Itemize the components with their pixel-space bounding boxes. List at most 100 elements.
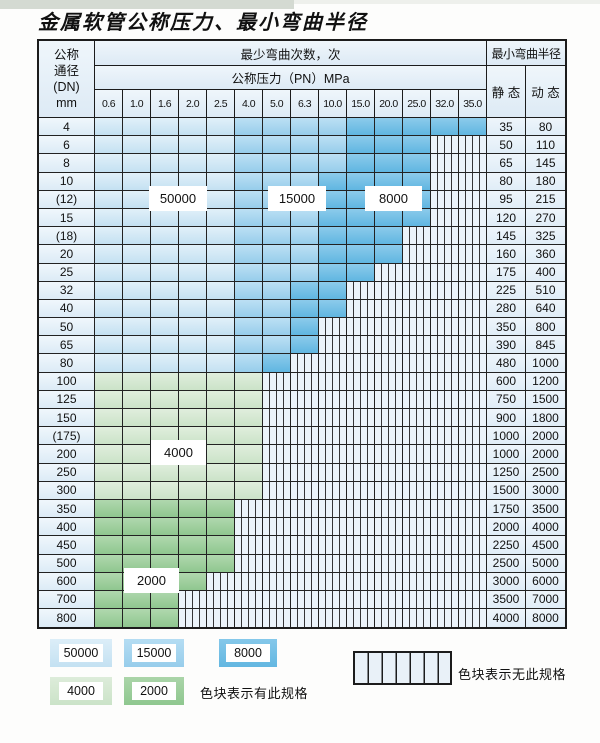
no-spec-cell — [263, 609, 291, 628]
cycle-cell — [207, 154, 235, 173]
cycle-cell — [403, 118, 431, 137]
dn-column-header: 公称 通径 (DN) mm — [39, 41, 95, 118]
cycle-cell — [207, 336, 235, 355]
pressure-col-header: 2.0 — [179, 90, 207, 118]
cycle-cell — [179, 208, 207, 228]
no-spec-cell — [403, 427, 431, 446]
no-spec-cell — [375, 554, 403, 573]
cycle-cell — [95, 299, 123, 319]
cycle-cell — [123, 590, 151, 610]
cycle-cell — [95, 245, 123, 264]
cycle-cell — [235, 227, 263, 246]
cycle-cell — [179, 299, 207, 319]
table-header: 公称 通径 (DN) mm 最少弯曲次数，次 最小弯曲半径 公称压力（PN）MP… — [39, 41, 565, 118]
cycle-cell — [123, 499, 151, 519]
cycle-cell — [319, 118, 347, 137]
dynamic-value-cell: 2000 — [526, 427, 565, 446]
no-spec-cell — [263, 372, 291, 391]
no-spec-cell — [459, 336, 487, 355]
table-row: 600 3000 6000 — [39, 572, 565, 591]
dn-cell: 20 — [39, 245, 95, 264]
table-row: (18) 145 325 — [39, 227, 565, 246]
cycle-cell — [179, 118, 207, 137]
no-spec-cell — [403, 245, 431, 264]
no-spec-cell — [459, 536, 487, 555]
cycle-cell — [179, 499, 207, 519]
static-value-cell: 3500 — [487, 590, 526, 610]
cycle-cell — [151, 536, 179, 555]
dn-cell: 50 — [39, 318, 95, 337]
static-value-cell: 80 — [487, 172, 526, 191]
dn-cell: 400 — [39, 518, 95, 537]
no-spec-cell — [291, 499, 319, 519]
cycle-cell — [263, 208, 291, 228]
static-value-cell: 280 — [487, 299, 526, 319]
no-spec-cell — [347, 518, 375, 537]
cycle-cell — [235, 208, 263, 228]
cycle-cell — [207, 136, 235, 155]
legend-has-spec-text: 色块表示有此规格 — [200, 686, 309, 701]
no-spec-cell — [431, 409, 459, 428]
no-spec-cell — [431, 427, 459, 446]
no-spec-cell — [319, 390, 347, 409]
no-spec-cell — [235, 609, 263, 628]
cycle-cell — [375, 154, 403, 173]
cycle-cell — [123, 427, 151, 446]
static-value-cell: 145 — [487, 227, 526, 246]
cycle-cell — [347, 208, 375, 228]
cycle-cell — [403, 154, 431, 173]
no-spec-cell — [459, 190, 487, 209]
cycle-cell — [151, 281, 179, 300]
cycle-cell — [263, 336, 291, 355]
cycle-cell — [179, 263, 207, 282]
no-spec-cell — [319, 318, 347, 337]
cycles-label-15000: 15000 — [268, 186, 326, 211]
cycle-cell — [347, 136, 375, 155]
static-value-cell: 750 — [487, 390, 526, 409]
no-spec-cell — [459, 554, 487, 573]
no-spec-cell — [347, 463, 375, 482]
no-spec-cell — [459, 263, 487, 282]
cycle-cell — [207, 318, 235, 337]
pressure-col-header: 25.0 — [403, 90, 431, 118]
no-spec-cell — [431, 227, 459, 246]
dynamic-value-cell: 1000 — [526, 354, 565, 373]
no-spec-cell — [431, 590, 459, 610]
no-spec-cell — [431, 572, 459, 591]
dynamic-value-cell: 145 — [526, 154, 565, 173]
static-value-cell: 2500 — [487, 554, 526, 573]
static-value-cell: 225 — [487, 281, 526, 300]
no-spec-cell — [403, 499, 431, 519]
cycle-cell — [235, 154, 263, 173]
cycle-cell — [123, 409, 151, 428]
table-row: 300 1500 3000 — [39, 481, 565, 500]
cycles-label-2000: 2000 — [124, 568, 179, 593]
cycle-cell — [123, 154, 151, 173]
dn-cell: 500 — [39, 554, 95, 573]
cycle-cell — [319, 208, 347, 228]
cycle-cell — [207, 245, 235, 264]
cycle-cell — [179, 409, 207, 428]
no-spec-cell — [375, 336, 403, 355]
no-spec-cell — [431, 172, 459, 191]
no-spec-cell — [431, 318, 459, 337]
page-title: 金属软管公称压力、最小弯曲半径 — [38, 10, 368, 34]
static-value-cell: 2250 — [487, 536, 526, 555]
no-spec-cell — [207, 590, 235, 610]
cycle-cell — [179, 554, 207, 573]
dn-header-line: (DN) — [53, 80, 80, 94]
no-spec-cell — [431, 518, 459, 537]
cycle-cell — [263, 154, 291, 173]
cycle-cell — [151, 336, 179, 355]
no-spec-cell — [235, 590, 263, 610]
legend-swatch-8000: 8000 — [219, 639, 277, 667]
no-spec-cell — [431, 336, 459, 355]
table-row: 80 480 1000 — [39, 354, 565, 373]
cycle-cell — [347, 245, 375, 264]
dn-header-line: 通径 — [53, 64, 79, 78]
no-spec-cell — [319, 409, 347, 428]
cycle-cell — [123, 372, 151, 391]
cycle-cell — [123, 118, 151, 137]
dynamic-column-header: 动 态 — [526, 66, 565, 118]
no-spec-cell — [263, 481, 291, 500]
